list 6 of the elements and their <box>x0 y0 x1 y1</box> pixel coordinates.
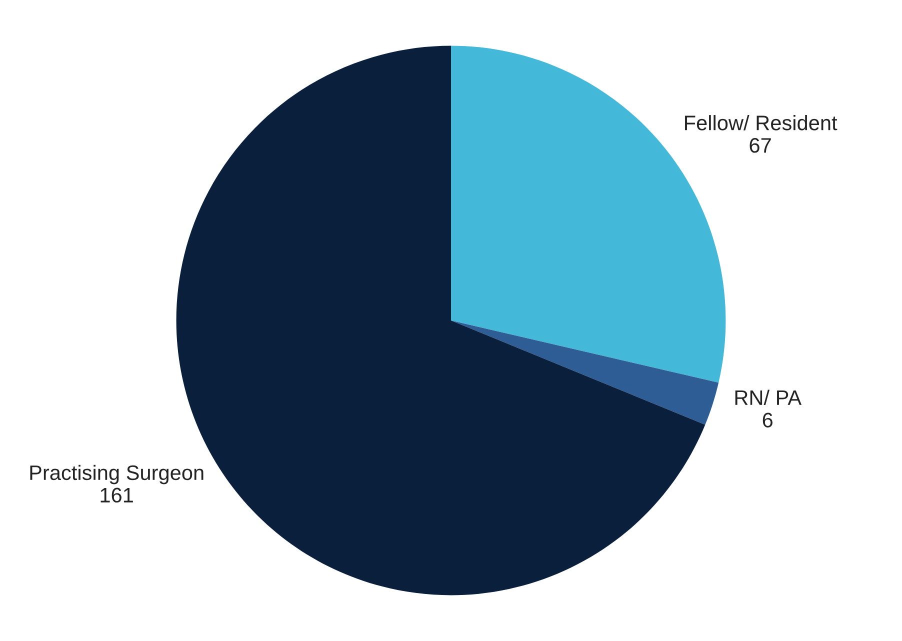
slice-label: Fellow/ Resident <box>685 115 838 130</box>
slice-label: RN/ PA <box>735 390 802 406</box>
data-label: 161 <box>100 488 133 503</box>
data-label: 67 <box>750 138 771 153</box>
slice-label: Practising Surgeon <box>30 464 204 484</box>
data-label: 6 <box>762 412 772 428</box>
